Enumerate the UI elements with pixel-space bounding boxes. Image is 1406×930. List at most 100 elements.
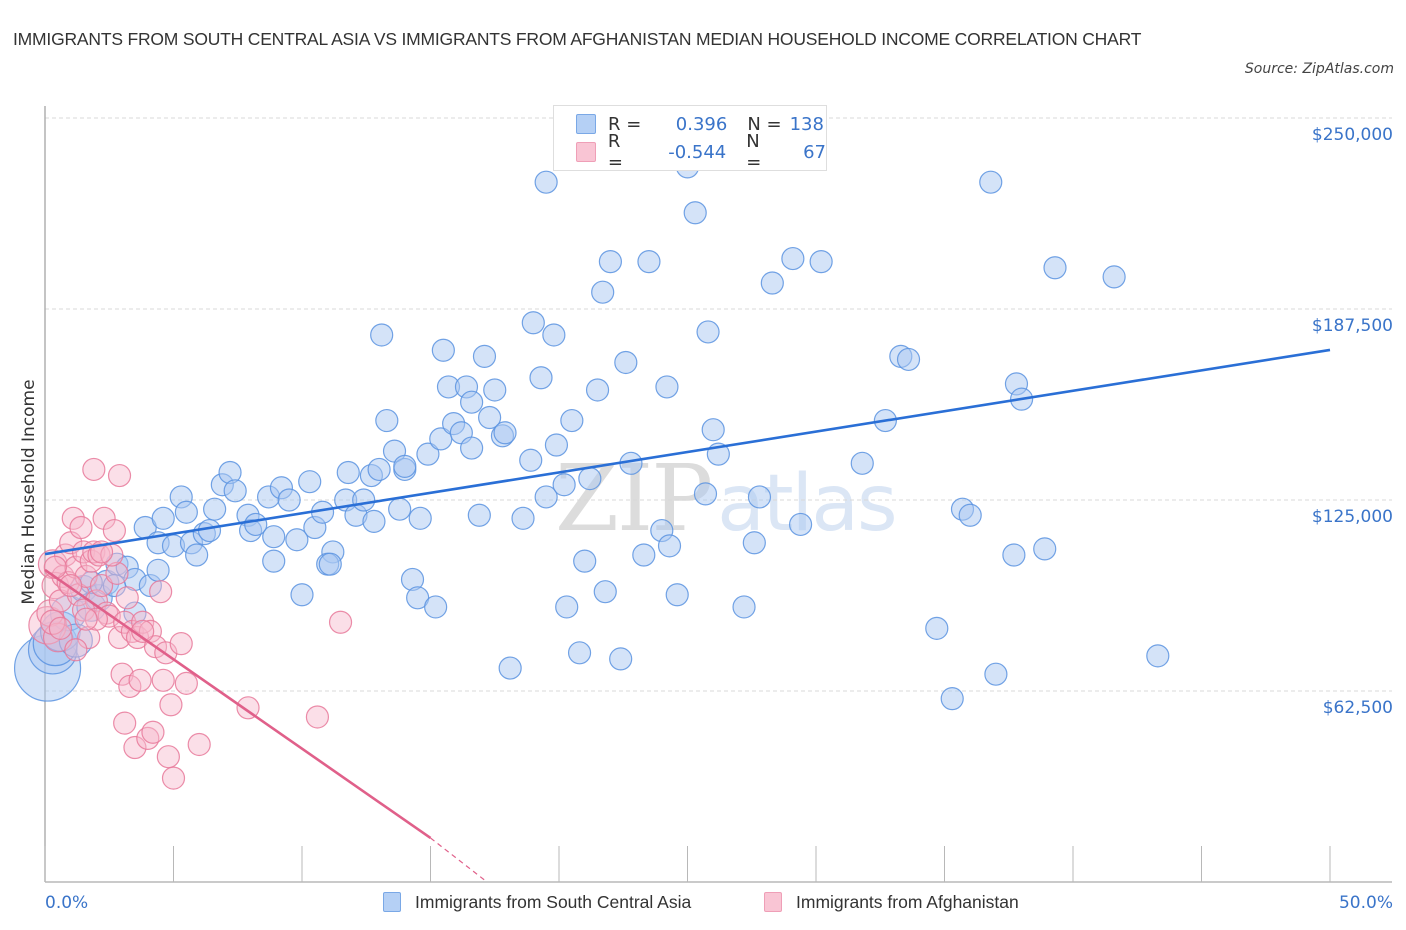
data-point	[467, 503, 491, 527]
stats-legend-row-south-central-asia: R = 0.396 N = 138	[576, 112, 824, 136]
data-point	[82, 457, 106, 482]
y-tick-label: $250,000	[1312, 125, 1393, 145]
data-point	[84, 589, 109, 613]
data-point	[69, 515, 93, 540]
data-point	[701, 418, 725, 442]
data-point	[174, 500, 198, 524]
y-tick-label: $187,500	[1312, 316, 1393, 336]
data-point	[979, 170, 1003, 194]
data-point	[578, 467, 602, 491]
data-point	[534, 485, 558, 509]
data-point	[498, 656, 522, 680]
data-points	[13, 155, 1170, 790]
data-point	[223, 479, 247, 503]
swatch-afghanistan	[576, 142, 596, 162]
y-tick-label: $125,000	[1312, 507, 1393, 527]
data-point	[388, 497, 412, 521]
data-point	[187, 732, 211, 757]
stats-legend-row-afghanistan: R = -0.544 N = 67	[576, 131, 826, 173]
r-label: R =	[607, 131, 623, 173]
data-point	[657, 534, 682, 558]
data-point	[131, 610, 155, 634]
data-point	[128, 668, 152, 692]
data-point	[74, 607, 98, 631]
data-point	[585, 378, 610, 402]
trend-line-afghanistan	[44, 568, 432, 840]
data-point	[159, 693, 183, 717]
data-point	[156, 745, 180, 769]
axes	[44, 106, 1392, 883]
data-point	[519, 448, 543, 472]
data-point	[788, 512, 813, 537]
data-point	[113, 711, 137, 735]
data-point	[92, 506, 116, 530]
data-point	[593, 580, 617, 604]
data-point	[115, 586, 139, 610]
data-point	[42, 622, 73, 653]
data-point	[632, 543, 656, 567]
data-point	[542, 323, 566, 347]
x-tick-label: 50.0%	[1339, 893, 1393, 913]
legend-swatch-afghanistan	[764, 892, 782, 912]
data-point	[850, 451, 874, 475]
data-point	[393, 454, 417, 478]
data-point	[146, 558, 170, 582]
data-point	[460, 390, 484, 414]
legend-item-south-central-asia[interactable]: Immigrants from South Central Asia	[383, 890, 691, 914]
trend-lines	[44, 348, 1331, 883]
r-label: R =	[608, 113, 642, 135]
data-point	[555, 595, 579, 619]
data-point	[534, 170, 558, 194]
data-point	[809, 250, 833, 274]
data-point	[149, 580, 173, 604]
data-point	[285, 528, 309, 552]
data-point	[1033, 537, 1057, 561]
data-point	[925, 616, 949, 640]
data-point	[262, 525, 286, 549]
data-point	[169, 632, 193, 656]
data-point	[105, 561, 129, 585]
data-point	[483, 378, 507, 402]
data-point	[958, 503, 982, 527]
data-point	[336, 460, 360, 485]
legend-swatch-south-central-asia	[383, 892, 401, 912]
data-point	[123, 735, 147, 760]
data-point	[1043, 256, 1067, 280]
data-point	[573, 549, 597, 573]
data-point	[1102, 265, 1126, 289]
data-point	[896, 347, 921, 372]
data-point	[298, 470, 322, 494]
stats-legend: R = 0.396 N = 138 R = -0.544 N = 67	[553, 105, 827, 173]
data-point	[203, 497, 227, 521]
data-point	[236, 696, 260, 720]
trend-line-south-central-asia	[44, 348, 1331, 556]
data-point	[61, 506, 85, 530]
data-point	[262, 549, 286, 573]
data-point	[64, 638, 88, 662]
n-label: N =	[746, 131, 762, 173]
data-point	[598, 250, 623, 274]
data-point	[151, 506, 175, 530]
tick-labels: $62,500 $125,000 $187,500 $250,000 0.0% 50.0%	[45, 125, 1393, 913]
data-point	[277, 488, 301, 512]
series-south-central-asia	[13, 155, 1170, 711]
data-point	[732, 595, 756, 619]
data-point	[760, 271, 784, 295]
data-point	[521, 311, 545, 335]
data-point	[431, 338, 455, 362]
data-point	[174, 671, 198, 695]
data-point	[637, 250, 661, 274]
data-point	[318, 552, 342, 576]
legend-item-afghanistan[interactable]: Immigrants from Afghanistan	[764, 890, 1019, 914]
data-point	[416, 442, 440, 466]
trend-line-extension	[430, 837, 488, 883]
data-point	[544, 433, 569, 457]
data-point	[1002, 543, 1026, 567]
y-tick-label: $62,500	[1323, 698, 1393, 718]
source-label: Source: ZipAtlas.com	[1244, 61, 1394, 77]
data-point	[328, 610, 353, 634]
series-afghanistan	[28, 457, 353, 790]
data-point	[197, 518, 222, 543]
n-value: 138	[789, 113, 824, 135]
